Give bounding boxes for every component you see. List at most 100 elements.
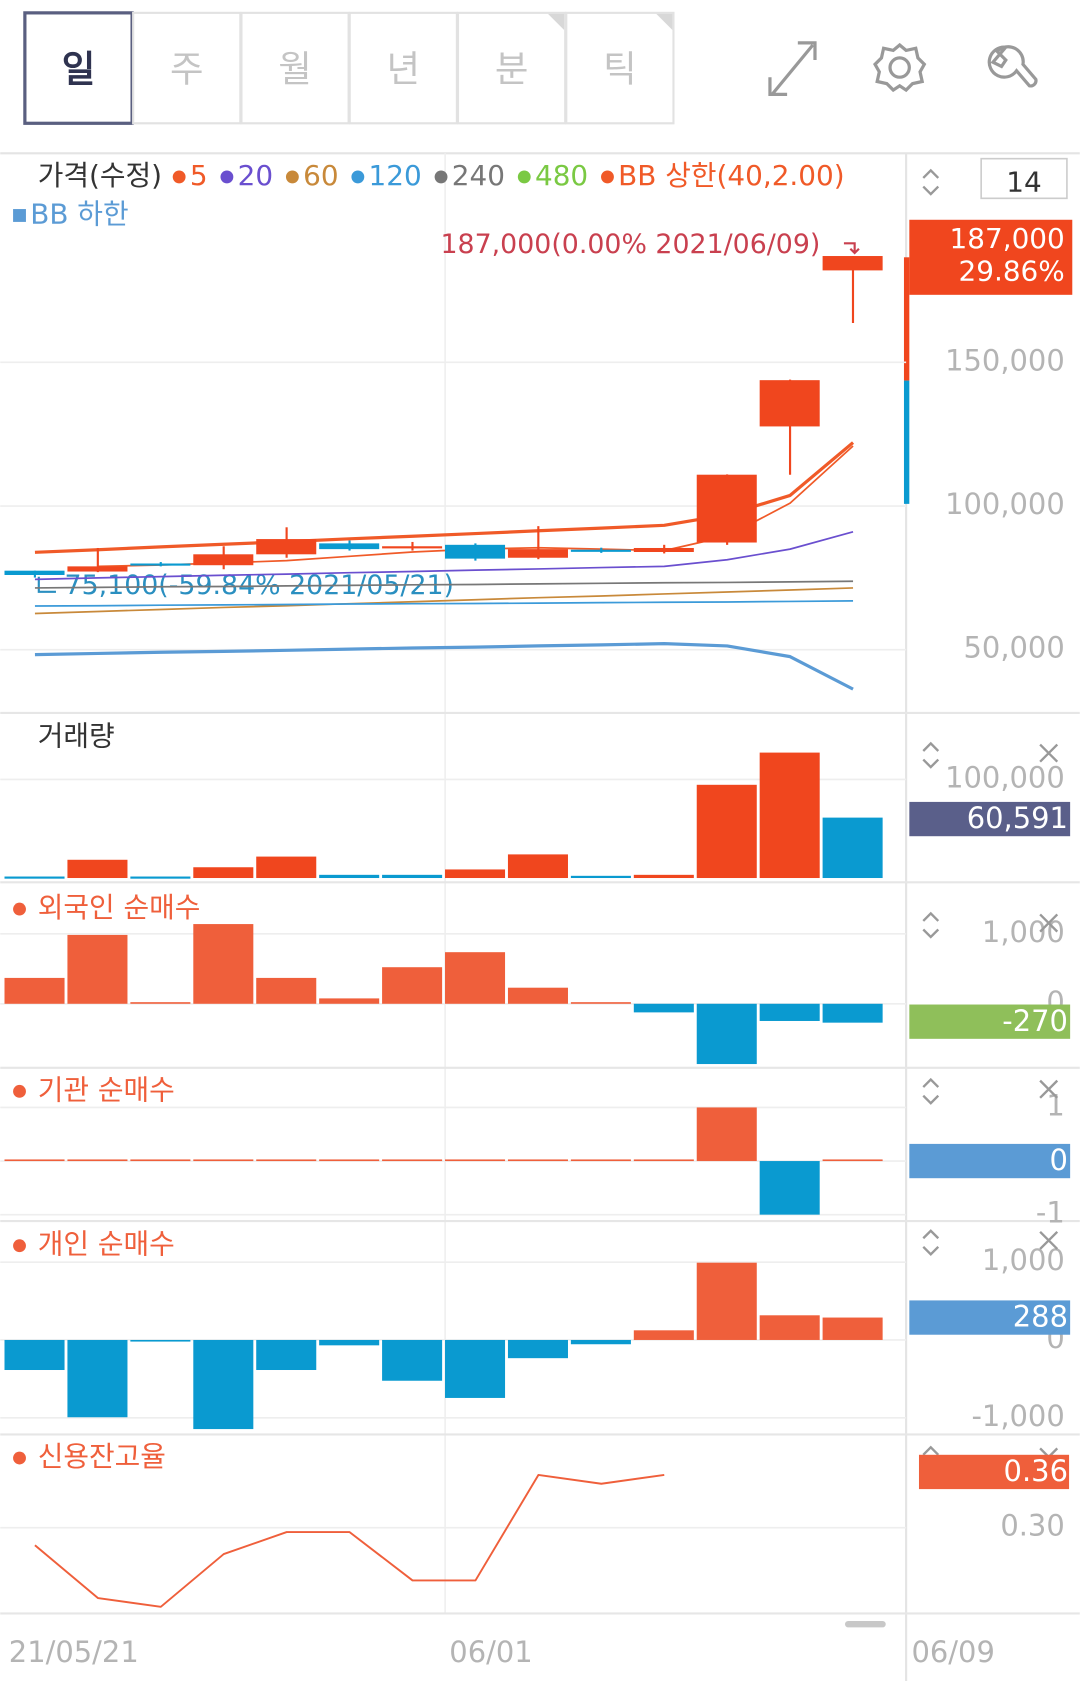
expand-icon[interactable]: [768, 41, 817, 96]
net-buy-bar: [633, 1003, 694, 1013]
legend-label: 20: [238, 159, 273, 192]
tab[interactable]: [240, 11, 350, 125]
tab-label[interactable]: 틱: [603, 47, 637, 90]
scroll-indicator[interactable]: [845, 1620, 886, 1628]
tab[interactable]: [132, 11, 242, 125]
volume-bar: [4, 876, 65, 879]
max-annotation: 187,000(0.00% 2021/06/09): [441, 229, 821, 260]
legend-marker: [434, 170, 448, 184]
net-buy-bar: [633, 1159, 694, 1162]
candle-body: [67, 566, 128, 572]
net-buy-bar: [319, 1339, 380, 1346]
y-tick-label: -1: [1036, 1196, 1065, 1230]
zoom-box[interactable]: [980, 157, 1068, 200]
settings-icon[interactable]: [873, 42, 927, 93]
net-buy-bar: [319, 1159, 380, 1162]
panel-title-dot: [13, 1239, 26, 1253]
current-value: 288: [1013, 1300, 1068, 1334]
panel-title-dot: [13, 902, 26, 916]
net-buy-bar: [445, 1159, 506, 1162]
tab-label[interactable]: 주: [170, 47, 204, 90]
panel-resize-icon[interactable]: [922, 168, 940, 196]
gear-rim[interactable]: [873, 42, 927, 93]
legend-marker: [517, 170, 531, 184]
y-tick-label: 0.30: [1000, 1509, 1064, 1543]
candle-body: [445, 544, 506, 559]
net-buy-bar: [382, 1159, 443, 1162]
panel-title: 거래량: [38, 720, 115, 753]
tab[interactable]: [348, 11, 458, 125]
volume-bar: [193, 867, 254, 879]
tab-label[interactable]: 년: [387, 47, 421, 90]
candle-body: [382, 546, 443, 549]
net-buy-bar: [570, 1159, 631, 1162]
panel-resize-icon[interactable]: [922, 911, 940, 939]
tab-label[interactable]: 분: [495, 47, 529, 90]
candle-body: [130, 563, 191, 566]
net-buy-bar: [4, 1159, 65, 1162]
zoom-value[interactable]: 14: [1006, 165, 1041, 198]
net-buy-bar: [696, 1003, 757, 1065]
candle-body: [193, 554, 254, 566]
legend-marker: [220, 170, 234, 184]
tools-icon[interactable]: [987, 45, 1038, 88]
panel-close-icon[interactable]: [1039, 913, 1059, 933]
current-price-box: [909, 219, 1073, 295]
wrench-glyph[interactable]: [987, 45, 1038, 88]
volume-bar: [382, 874, 443, 879]
tab-corner[interactable]: [548, 13, 565, 31]
volume-bar: [696, 784, 757, 879]
gear-hub[interactable]: [888, 56, 911, 79]
ratio-line: [34, 1473, 665, 1608]
net-buy-bar: [382, 1339, 443, 1381]
current-value: 60,591: [967, 801, 1068, 835]
net-buy-bar: [130, 1159, 191, 1162]
current-price: 187,000: [950, 222, 1065, 255]
candle-body: [507, 549, 568, 558]
x-tick-label: 06/09: [911, 1635, 994, 1669]
panel-close-icon[interactable]: [1039, 1230, 1059, 1250]
y-tick-label: 50,000: [964, 631, 1065, 665]
net-buy-bar: [633, 1330, 694, 1340]
panel-resize-icon[interactable]: [922, 1077, 940, 1105]
legend-label: 480: [535, 159, 588, 192]
indicator-line: [34, 600, 854, 607]
panel-resize-icon[interactable]: [922, 741, 940, 769]
volume-bar: [130, 876, 191, 879]
net-buy-bar: [822, 1317, 883, 1340]
panel-title: 개인 순매수: [38, 1228, 175, 1261]
indicator-line: [34, 580, 854, 589]
panel-title: 신용잔고율: [38, 1440, 166, 1473]
net-buy-bar: [507, 1339, 568, 1359]
legend-title: 가격(수정): [38, 159, 162, 192]
y-tick-label: 1: [1046, 1088, 1064, 1122]
current-value-box: [909, 1143, 1071, 1179]
tab-label[interactable]: 일: [62, 47, 96, 90]
change-rate: 29.86%: [959, 254, 1065, 287]
volume-bar: [256, 856, 317, 879]
net-buy-bar: [445, 952, 506, 1004]
panel-resize-icon[interactable]: [922, 1229, 940, 1256]
current-value: 0: [1050, 1143, 1068, 1177]
expand-glyph[interactable]: [768, 41, 817, 96]
panel-close-icon[interactable]: [1039, 1079, 1059, 1099]
net-buy-bar: [822, 1159, 883, 1162]
tab-label[interactable]: 월: [278, 47, 312, 90]
indicator-line: [34, 531, 854, 581]
volume-bar: [67, 859, 128, 879]
tab[interactable]: [456, 11, 567, 125]
legend-label: 120: [369, 159, 422, 192]
net-buy-bar: [4, 1339, 65, 1371]
tab-corner[interactable]: [656, 13, 673, 31]
max-arrow: [843, 242, 860, 255]
tab[interactable]: [565, 11, 675, 125]
net-buy-bar: [570, 1339, 631, 1345]
panel-close-icon[interactable]: [1039, 743, 1059, 763]
min-arrow: [37, 576, 56, 593]
net-buy-bar: [507, 1159, 568, 1162]
net-buy-bar: [67, 1159, 128, 1162]
candle-body: [570, 549, 631, 552]
x-tick-label: 06/01: [449, 1635, 532, 1669]
volume-bar: [633, 874, 694, 879]
